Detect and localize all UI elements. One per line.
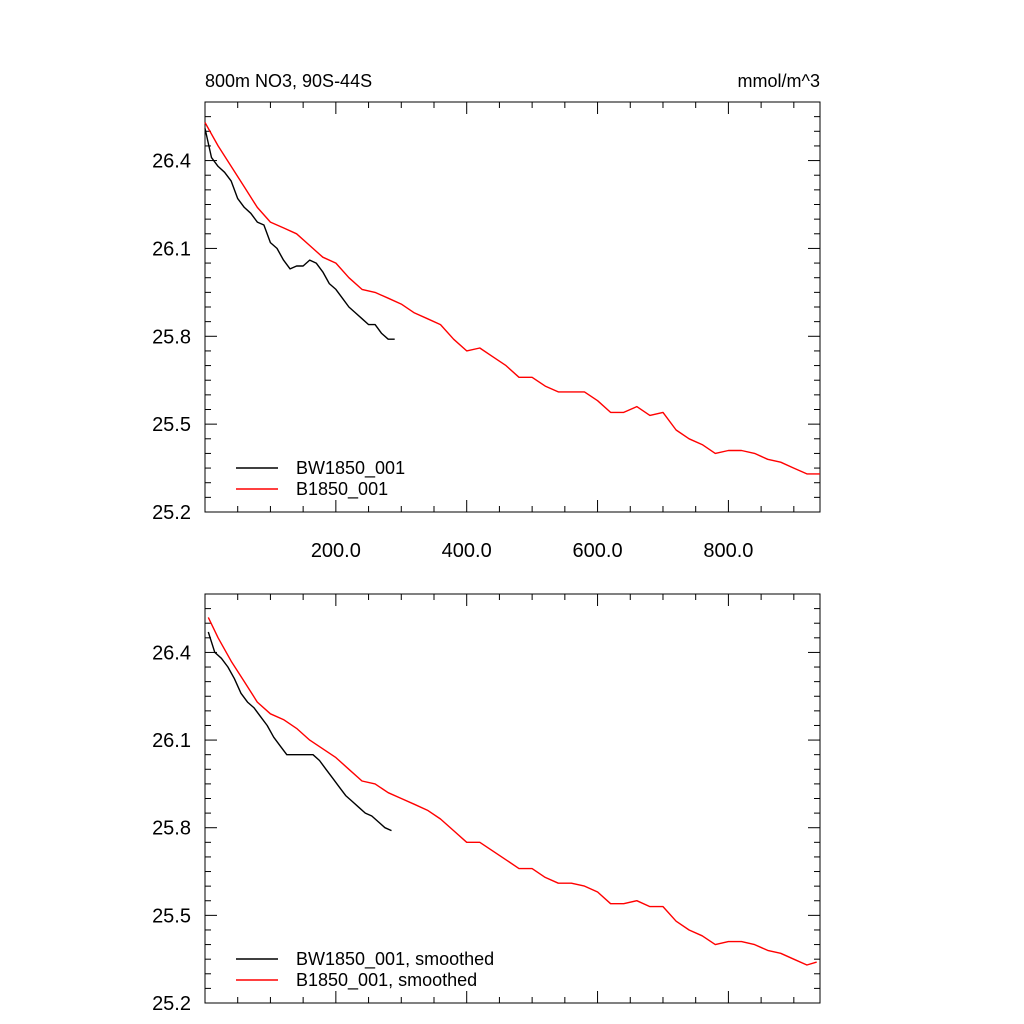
y-tick-label: 26.1 — [152, 238, 191, 260]
series-line-0 — [204, 128, 395, 340]
chart-title: 800m NO3, 90S-44S — [205, 71, 372, 91]
x-tick-label: 200.0 — [311, 540, 361, 562]
legend-label: B1850_001 — [296, 479, 388, 500]
x-tick-label: 800.0 — [703, 540, 753, 562]
top-panel: 25.2 25.5 25.8 26.1 26.4 200.0 400.0 600.0 800.0… — [152, 101, 821, 562]
x-tick-label: 600.0 — [573, 540, 623, 562]
series-line-1 — [207, 617, 817, 966]
y-tick-label: 26.4 — [152, 151, 191, 173]
y-tick-label: 25.8 — [152, 818, 191, 840]
y-tick-label: 26.4 — [152, 642, 191, 664]
legend-label: BW1850_001 — [296, 458, 405, 479]
y-tick-label: 25.2 — [152, 502, 191, 524]
y-tick-label: 25.5 — [152, 905, 191, 927]
chart-units: mmol/m^3 — [738, 71, 820, 91]
y-tick-label: 25.5 — [152, 414, 191, 436]
series-line-0 — [207, 631, 392, 832]
series-line-1 — [204, 122, 820, 475]
bottom-panel: 25.2 25.5 25.8 26.1 26.4 BW1850_001, smoothed… — [152, 593, 821, 1015]
x-tick-label: 400.0 — [442, 540, 492, 562]
legend-label: B1850_001, smoothed — [296, 970, 477, 991]
legend-label: BW1850_001, smoothed — [296, 949, 494, 970]
y-tick-label: 26.1 — [152, 730, 191, 752]
y-tick-label: 25.2 — [152, 993, 191, 1015]
y-tick-label: 25.8 — [152, 326, 191, 348]
